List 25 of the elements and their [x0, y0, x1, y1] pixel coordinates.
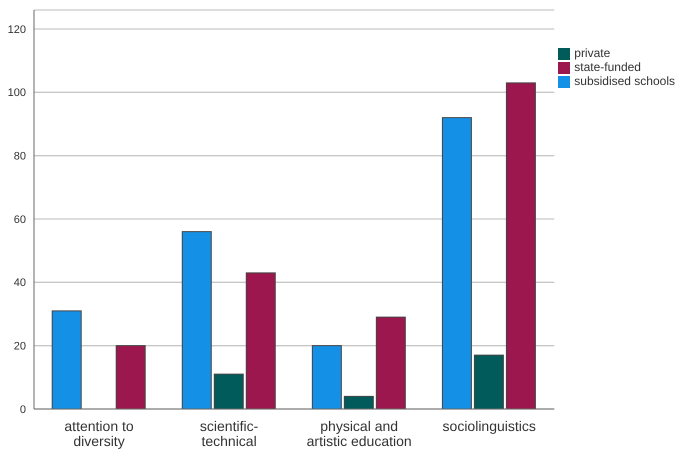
y-tick-label: 20 — [14, 340, 26, 353]
x-tick-label: attention to diversity — [64, 418, 134, 449]
y-tick-label: 60 — [14, 214, 26, 226]
legend-label: state-funded — [574, 60, 641, 74]
bar — [246, 272, 276, 409]
bar — [52, 310, 82, 409]
x-tick-label: physical and artistic education — [306, 418, 412, 449]
bar — [182, 231, 212, 409]
bar — [442, 117, 472, 409]
y-tick-label: 100 — [8, 87, 26, 100]
y-tick-label: 40 — [14, 277, 26, 290]
bar — [376, 316, 406, 409]
bar — [116, 345, 146, 409]
y-tick-label: 120 — [8, 24, 26, 36]
bar — [344, 396, 374, 409]
legend-label: subsidised schools — [574, 74, 675, 88]
legend-label: private — [574, 46, 610, 60]
y-tick-label: 0 — [20, 404, 26, 416]
y-tick-label: 80 — [14, 150, 26, 163]
bar — [214, 374, 244, 409]
bar — [474, 354, 504, 409]
bar — [506, 82, 536, 409]
x-tick-label: sociolinguistics — [442, 418, 536, 434]
bar — [312, 345, 342, 409]
x-tick-label: scientific-technical — [200, 418, 259, 449]
